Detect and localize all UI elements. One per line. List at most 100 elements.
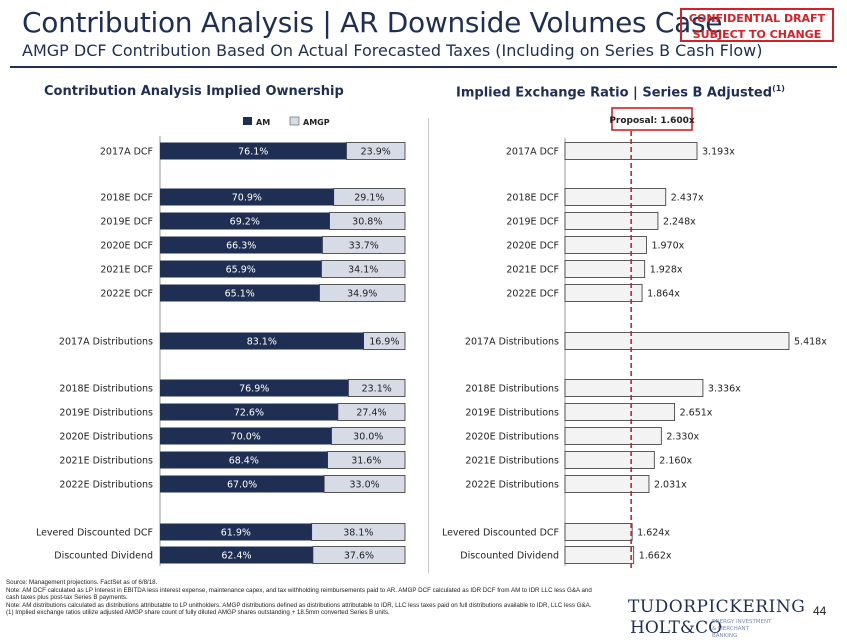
legend-amgp-label: AMGP (303, 118, 330, 127)
amgp-value-label: 23.9% (361, 147, 391, 158)
amgp-value-label: 33.7% (349, 241, 379, 252)
am-value-label: 65.1% (225, 289, 255, 300)
right-category-label: 2022E Distributions (465, 480, 559, 491)
amgp-value-label: 37.6% (344, 551, 374, 562)
page-title: Contribution Analysis | AR Downside Volu… (22, 6, 723, 39)
ratio-value-label: 1.970x (651, 241, 684, 252)
amgp-value-label: 27.4% (356, 408, 386, 419)
amgp-bar (348, 379, 406, 397)
ratio-bar (564, 236, 647, 254)
left-category-label: 2021E DCF (100, 265, 153, 276)
am-value-label: 65.9% (226, 265, 256, 276)
ratio-bar (564, 546, 635, 564)
amgp-value-label: 34.1% (348, 265, 378, 276)
ratio-value-label: 5.418x (794, 337, 827, 348)
footnote-note-1: Note: AM DCF calculated as LP Interest i… (6, 586, 592, 602)
company-logo: TUDORPICKERING HOLT&CO ENERGY INVESTMENT… (628, 597, 805, 639)
am-bar (160, 451, 328, 469)
right-category-label: 2020E Distributions (465, 432, 559, 443)
left-category-label: 2020E Distributions (59, 432, 153, 443)
ratio-value-label: 1.624x (637, 528, 670, 539)
footnote-note-2: Note: AM distributions calculated as dis… (6, 601, 592, 609)
right-section-footnote-marker: (1) (772, 84, 785, 93)
ratio-value-label: 3.193x (702, 147, 735, 158)
ratio-value-label: 2.330x (666, 432, 699, 443)
right-category-label: 2021E DCF (506, 265, 559, 276)
right-category-label: 2017A Distributions (465, 337, 559, 348)
right-category-label: 2019E Distributions (465, 408, 559, 419)
ratio-value-label: 1.928x (650, 265, 683, 276)
confidential-badge: CONFIDENTIAL DRAFT SUBJECT TO CHANGE (680, 8, 834, 42)
proposal-box (611, 107, 693, 131)
left-category-label: 2017A Distributions (59, 337, 153, 348)
amgp-value-label: 31.6% (351, 456, 381, 467)
ratio-bar (564, 475, 650, 493)
right-section-title-text: Implied Exchange Ratio | Series B Adjust… (456, 85, 773, 101)
page-number: 44 (813, 604, 827, 618)
left-category-label: 2019E DCF (100, 217, 153, 228)
am-bar (160, 142, 347, 160)
ratio-value-label: 2.437x (671, 193, 704, 204)
left-category-label: 2018E DCF (100, 193, 153, 204)
right-category-label: 2021E Distributions (465, 456, 559, 467)
am-bar (160, 475, 325, 493)
am-value-label: 62.4% (221, 551, 251, 562)
amgp-value-label: 30.0% (353, 432, 383, 443)
logo-tagline: ENERGY INVESTMENT & MERCHANT BANKING (712, 619, 772, 639)
ratio-bar (564, 260, 646, 278)
ratio-value-label: 1.662x (639, 551, 672, 562)
amgp-bar (327, 451, 406, 469)
amgp-value-label: 34.9% (347, 289, 377, 300)
right-section-title: Implied Exchange Ratio | Series B Adjust… (456, 84, 785, 100)
page-subtitle: AMGP DCF Contribution Based On Actual Fo… (22, 41, 763, 60)
left-category-label: 2019E Distributions (59, 408, 153, 419)
amgp-value-label: 29.1% (354, 193, 384, 204)
right-category-label: 2019E DCF (506, 217, 559, 228)
proposal-label: Proposal: 1.600x (609, 116, 695, 126)
amgp-bar (312, 546, 406, 564)
header-rule (10, 66, 837, 68)
am-value-label: 61.9% (221, 528, 251, 539)
am-bar (160, 332, 364, 350)
am-value-label: 76.9% (239, 384, 269, 395)
ratio-bar (564, 212, 659, 230)
amgp-bar (323, 475, 406, 493)
left-category-label: Discounted Dividend (54, 551, 153, 562)
amgp-bar (321, 260, 406, 278)
ratio-value-label: 2.651x (680, 408, 713, 419)
section-divider (428, 118, 429, 573)
right-category-label: 2022E DCF (506, 289, 559, 300)
left-category-label: 2022E Distributions (59, 480, 153, 491)
am-bar (160, 379, 349, 397)
am-bar (160, 546, 313, 564)
left-category-label: 2022E DCF (100, 289, 153, 300)
ratio-value-label: 2.160x (659, 456, 692, 467)
ratio-bar (564, 379, 704, 397)
legend-amgp-swatch (289, 116, 300, 126)
ratio-bar (564, 403, 676, 421)
am-bar (160, 523, 312, 541)
am-bar (160, 403, 338, 421)
right-category-label: 2018E Distributions (465, 384, 559, 395)
am-value-label: 69.2% (230, 217, 260, 228)
footnote-1: (1) Implied exchange ratios utilize adju… (6, 609, 390, 617)
am-bar (160, 427, 332, 445)
left-category-label: Levered Discounted DCF (36, 528, 153, 539)
right-category-label: Discounted Dividend (460, 551, 559, 562)
am-value-label: 70.0% (231, 432, 261, 443)
amgp-value-label: 16.9% (369, 337, 399, 348)
amgp-value-label: 33.0% (349, 480, 379, 491)
left-category-label: 2021E Distributions (59, 456, 153, 467)
left-category-label: 2020E DCF (100, 241, 153, 252)
am-value-label: 72.6% (234, 408, 264, 419)
amgp-bar (333, 188, 406, 206)
am-value-label: 70.9% (232, 193, 262, 204)
am-value-label: 83.1% (247, 337, 277, 348)
amgp-value-label: 38.1% (343, 528, 373, 539)
footnote-source: Source: Management projections. FactSet … (6, 579, 158, 586)
am-bar (160, 260, 322, 278)
ratio-value-label: 2.031x (654, 480, 687, 491)
footnotes: Source: Management projections. FactSet … (6, 579, 606, 617)
ratio-bar (564, 523, 633, 541)
